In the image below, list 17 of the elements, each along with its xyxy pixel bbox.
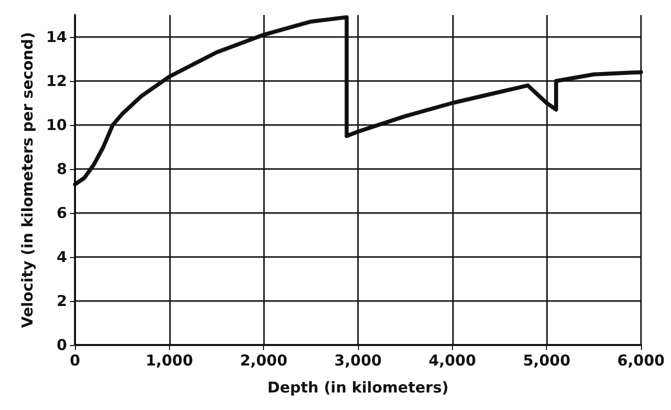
x-tick-label: 6,000 (617, 352, 665, 370)
x-tick-label: 0 (70, 352, 80, 370)
y-axis-title: Velocity (in kilometers per second) (18, 32, 37, 328)
y-tick-label: 4 (56, 248, 67, 266)
y-tick-label: 2 (56, 292, 67, 310)
y-tick-label: 12 (46, 72, 67, 90)
x-tick-label: 4,000 (428, 352, 476, 370)
y-tick-label: 8 (56, 160, 67, 178)
y-tick-label: 6 (56, 204, 67, 222)
y-tick-label: 14 (46, 28, 67, 46)
x-tick-label: 3,000 (334, 352, 382, 370)
x-tick-label: 2,000 (240, 352, 288, 370)
y-tick-label: 0 (56, 336, 67, 354)
x-tick-label: 5,000 (522, 352, 570, 370)
x-axis-title: Depth (in kilometers) (267, 378, 449, 396)
x-tick-label: 1,000 (146, 352, 194, 370)
y-tick-label: 10 (46, 116, 67, 134)
